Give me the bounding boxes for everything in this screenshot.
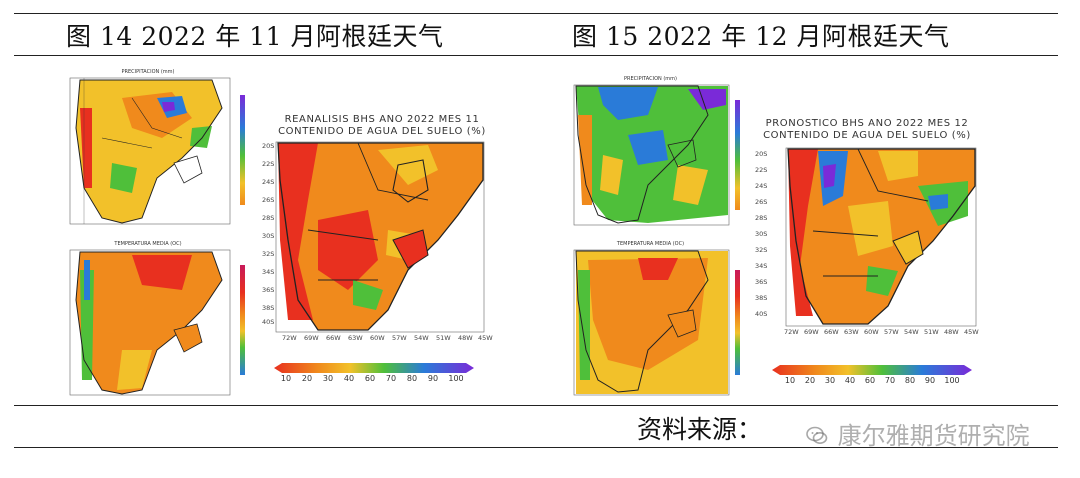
source-rule [14,405,1058,406]
bottom-rule [14,447,1058,448]
fig14-soil-water-map [258,140,488,350]
colorbar-label: 40 [844,376,856,385]
fig15-soil-colorbar-labels: 10 20 30 40 60 70 80 90 100 [785,376,960,386]
lat-tick: 34S [262,268,275,276]
lon-tick: 63W [844,328,859,336]
map-title: PRECIPITACION (mm) [624,76,677,82]
lat-tick: 22S [755,166,768,174]
lon-tick: 69W [304,334,319,342]
lat-tick: 30S [755,230,768,238]
lat-tick: 36S [262,286,275,294]
lat-tick: 30S [262,232,275,240]
map-title: TEMPERATURA MEDIA (OC) [616,241,685,247]
lat-tick: 36S [755,278,768,286]
fig15-lon-axis: 72W 69W 66W 63W 60W 57W 54W 51W 48W 45W [784,328,979,338]
fig15-lat-axis: 20S 22S 24S 26S 28S 30S 32S 34S 36S 38S … [755,150,771,325]
colorbar-label: 30 [824,376,836,385]
lat-tick: 40S [262,318,275,326]
lat-tick: 40S [755,310,768,318]
lon-tick: 66W [824,328,839,336]
lon-tick: 51W [436,334,451,342]
map-title: PRECIPITACION (mm) [121,69,175,75]
lat-tick: 26S [755,198,768,206]
fig15-soil-water-map [768,146,978,336]
lon-tick: 48W [944,328,959,336]
fig14-soil-colorbar [274,362,474,374]
fig14-lon-axis: 72W 69W 66W 63W 60W 57W 54W 51W 48W 45W [282,334,493,344]
colorbar-label: 100 [944,376,960,385]
colorbar-label: 70 [385,374,397,383]
lon-tick: 57W [392,334,407,342]
lon-tick: 60W [370,334,385,342]
lat-tick: 20S [262,142,275,150]
colorbar-label: 80 [904,376,916,385]
colorbar-label: 100 [448,374,464,383]
fig15-precip-map: PRECIPITACION (mm) [568,75,733,235]
lon-tick: 54W [414,334,429,342]
lat-tick: 32S [262,250,275,258]
colorbar-label: 20 [301,374,313,383]
fig14-precip-map: PRECIPITACION (mm) [62,68,234,233]
main-title-line1: REANALISIS BHS ANO 2022 MES 11 [284,114,480,125]
lon-tick: 60W [864,328,879,336]
fig14-precip-colorbar [238,95,248,205]
fig14-soil-colorbar-labels: 10 20 30 40 60 70 80 90 100 [281,374,464,384]
map-title: TEMPERATURA MEDIA (OC) [114,241,182,247]
lat-tick: 26S [262,196,275,204]
colorbar-label: 60 [364,374,376,383]
lat-tick: 38S [262,304,275,312]
source-label: 资料来源： [636,415,762,444]
colorbar-label: 90 [924,376,936,385]
lon-tick: 66W [326,334,341,342]
lon-tick: 45W [964,328,979,336]
colorbar-label: 90 [427,374,439,383]
figure-14-caption: 图 14 2022 年 11 月阿根廷天气 [66,22,444,51]
figure-15-caption: 图 15 2022 年 12 月阿根廷天气 [572,22,950,51]
lon-tick: 69W [804,328,819,336]
lat-tick: 20S [755,150,768,158]
lon-tick: 63W [348,334,363,342]
main-title-line2: CONTENIDO DE AGUA DEL SUELO (%) [763,130,971,141]
lat-tick: 24S [262,178,275,186]
colorbar-label: 20 [804,376,816,385]
main-title-line1: PRONOSTICO BHS ANO 2022 MES 12 [765,118,969,129]
colorbar-label: 40 [343,374,355,383]
fig14-temp-colorbar [238,265,248,375]
colorbar-label: 10 [280,374,292,383]
caption-rule [14,55,1058,56]
fig15-temp-map: TEMPERATURA MEDIA (OC) [568,240,733,400]
fig15-soil-colorbar [772,364,972,376]
main-title-line2: CONTENIDO DE AGUA DEL SUELO (%) [278,126,486,137]
lon-tick: 72W [282,334,297,342]
fig14-main-title: REANALISIS BHS ANO 2022 MES 11 CONTENIDO… [266,114,498,138]
fig14-temp-map: TEMPERATURA MEDIA (OC) [62,240,234,400]
colorbar-label: 10 [784,376,796,385]
colorbar-label: 70 [884,376,896,385]
watermark: 康尔雅期货研究院 [806,416,1030,451]
lat-tick: 32S [755,246,768,254]
lon-tick: 57W [884,328,899,336]
fig14-lat-axis: 20S 22S 24S 26S 28S 30S 32S 34S 36S 38S … [262,142,278,327]
top-rule [14,13,1058,14]
lon-tick: 45W [478,334,493,342]
fig15-precip-colorbar [733,100,743,210]
fig15-temp-colorbar [733,270,743,375]
lat-tick: 38S [755,294,768,302]
lon-tick: 72W [784,328,799,336]
fig15-main-title: PRONOSTICO BHS ANO 2022 MES 12 CONTENIDO… [756,118,978,142]
lat-tick: 28S [755,214,768,222]
lat-tick: 22S [262,160,275,168]
colorbar-label: 30 [322,374,334,383]
lon-tick: 51W [924,328,939,336]
watermark-text: 康尔雅期货研究院 [837,422,1030,450]
lon-tick: 54W [904,328,919,336]
wechat-icon [806,426,828,444]
lon-tick: 48W [458,334,473,342]
colorbar-label: 80 [406,374,418,383]
lat-tick: 28S [262,214,275,222]
lat-tick: 34S [755,262,768,270]
colorbar-label: 60 [864,376,876,385]
lat-tick: 24S [755,182,768,190]
